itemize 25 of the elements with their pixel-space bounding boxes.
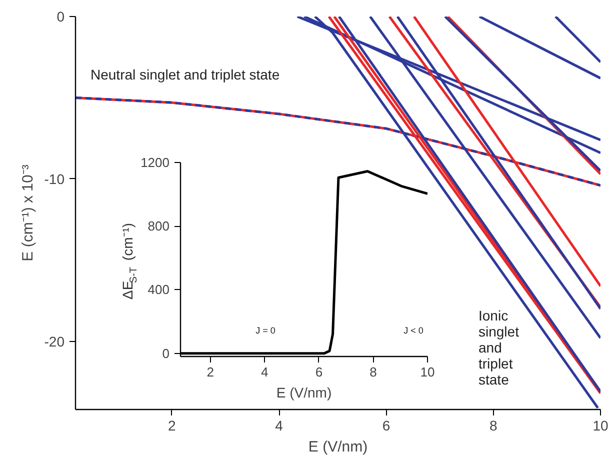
y-tick-label: 0 <box>56 8 65 24</box>
y-axis-title: E (cm⁻¹) x 10⁻³ <box>19 164 36 262</box>
x-tick-label: 8 <box>370 364 377 380</box>
y-tick-label: -10 <box>44 170 65 187</box>
x-tick-label: 4 <box>261 364 268 380</box>
x-tick-label: 10 <box>420 364 435 380</box>
x-tick-label: 2 <box>168 418 176 434</box>
y-tick-label: -20 <box>44 333 65 350</box>
annotation: J = 0 <box>256 326 276 336</box>
y-tick-label: 1200 <box>140 155 170 170</box>
x-tick-label: 6 <box>315 364 323 380</box>
x-tick-label: 10 <box>592 418 608 434</box>
annotation: Neutral singlet and triplet state <box>90 66 280 82</box>
x-tick-label: 4 <box>275 418 284 434</box>
annotation: J < 0 <box>404 326 424 336</box>
y-tick-label: 800 <box>148 218 170 234</box>
x-tick-label: 2 <box>206 364 214 380</box>
y-axis-title: ΔES-T (cm⁻¹) <box>120 222 140 300</box>
y-tick-label: 0 <box>162 346 170 361</box>
x-axis-title: E (V/nm) <box>308 438 368 456</box>
annotation: Ionic singlet and triplet state <box>478 308 520 388</box>
x-tick-label: 6 <box>382 418 390 434</box>
y-tick-label: 400 <box>148 282 170 298</box>
x-tick-label: 8 <box>489 418 498 434</box>
x-axis-title: E (V/nm) <box>276 384 332 400</box>
